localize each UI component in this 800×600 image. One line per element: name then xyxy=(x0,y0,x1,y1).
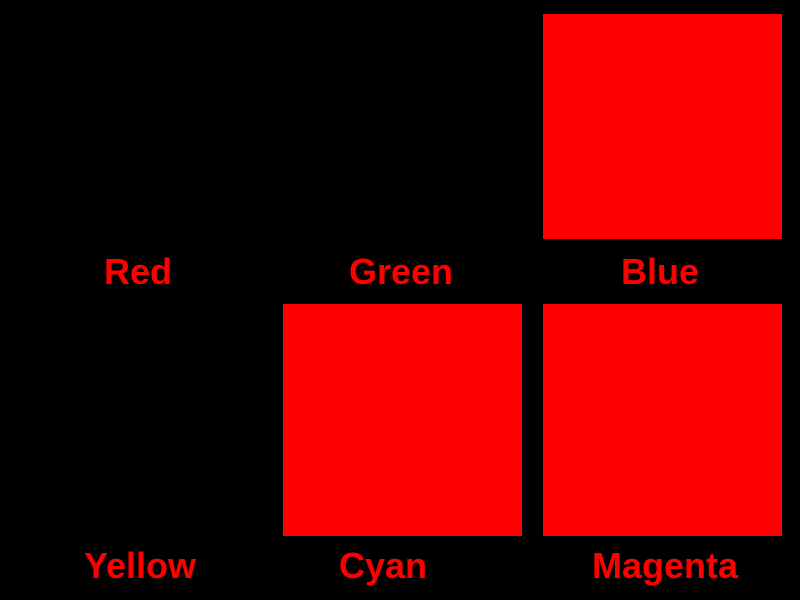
magenta-label: Magenta xyxy=(591,545,739,586)
yellow-swatch xyxy=(23,304,262,536)
blue-label: Blue xyxy=(620,251,699,292)
green-label: Green xyxy=(348,251,454,292)
red-label: Red xyxy=(103,251,172,292)
yellow-label: Yellow xyxy=(83,545,197,586)
cyan-swatch xyxy=(283,304,522,536)
cyan-label: Cyan xyxy=(338,545,428,586)
red-swatch xyxy=(23,14,262,239)
blue-swatch xyxy=(543,14,782,239)
magenta-swatch xyxy=(543,304,782,536)
green-swatch xyxy=(283,14,522,239)
